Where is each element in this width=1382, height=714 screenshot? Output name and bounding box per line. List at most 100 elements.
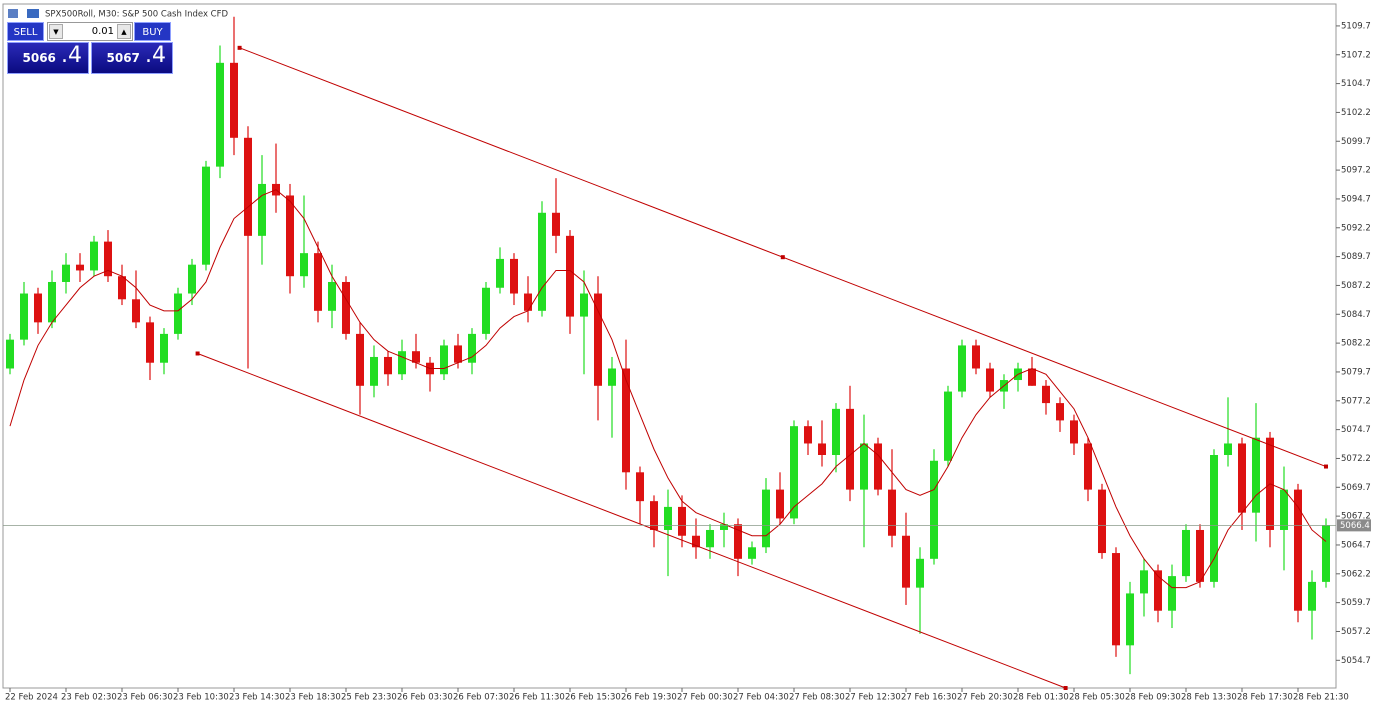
y-tick-label: 5099.7 <box>1341 137 1371 147</box>
candle-body <box>328 281 336 311</box>
candle-body <box>454 345 462 363</box>
y-tick-label: 5087.2 <box>1341 281 1371 291</box>
decrease[interactable]: ▼ <box>49 24 63 39</box>
channel-handle <box>237 45 242 50</box>
candle-body <box>1238 443 1246 513</box>
y-tick-label: 5089.7 <box>1341 252 1371 262</box>
candle-body <box>300 253 308 277</box>
y-tick-label: 5097.2 <box>1341 166 1371 176</box>
increase[interactable]: ▲ <box>117 24 131 39</box>
ask-big: 5067 <box>106 51 140 65</box>
ask-small: .4 <box>145 43 166 68</box>
x-tick-label: 27 Feb 08:30 <box>789 693 845 703</box>
x-tick-label: 28 Feb 01:30 <box>1013 693 1069 703</box>
channel-handle <box>1063 686 1068 690</box>
candle-body <box>552 212 560 236</box>
candle-body <box>888 489 896 536</box>
x-tick-label: 26 Feb 11:30 <box>509 693 565 703</box>
candle-body <box>1042 385 1050 404</box>
x-tick-label: 27 Feb 16:30 <box>901 693 957 703</box>
volume-input[interactable]: ▼ 0.01 ▲ <box>47 22 133 41</box>
candle-body <box>748 547 756 559</box>
candle-body <box>860 443 868 490</box>
candle-body <box>286 195 294 277</box>
candle-body <box>636 472 644 502</box>
y-tick-label: 5054.7 <box>1341 656 1371 666</box>
candle-body <box>818 443 826 456</box>
candle-body <box>580 293 588 317</box>
candle-body <box>510 258 518 294</box>
candle-body <box>1196 529 1204 582</box>
candle-body <box>650 501 658 530</box>
x-tick-label: 28 Feb 17:30 <box>1237 693 1293 703</box>
moving-average <box>9 189 1327 589</box>
candle-body <box>692 535 700 548</box>
candle-body <box>566 235 574 317</box>
candle-body <box>1182 529 1190 577</box>
candle-body <box>762 489 770 548</box>
x-tick-label: 28 Feb 05:30 <box>1069 693 1125 703</box>
trade-panel: SELL ▼ 0.01 ▲ BUY 5066 .4 5067 .4 <box>7 22 173 74</box>
candle-body <box>118 276 126 300</box>
candle-body <box>20 293 28 340</box>
candle-body <box>1168 576 1176 611</box>
candle-body <box>6 339 14 369</box>
y-tick-label: 5064.7 <box>1341 540 1371 550</box>
x-tick-label: 28 Feb 21:30 <box>1293 693 1349 703</box>
candle-body <box>412 351 420 363</box>
ask-price[interactable]: 5067 .4 <box>91 42 173 74</box>
candle-body <box>146 322 154 363</box>
x-tick-label: 25 Feb 23:30 <box>341 693 397 703</box>
candle-body <box>1126 593 1134 646</box>
bid-small: .4 <box>61 43 82 68</box>
candle-body <box>104 241 112 277</box>
y-tick-label: 5074.7 <box>1341 425 1371 435</box>
candle-body <box>720 524 728 530</box>
candle-body <box>846 408 854 490</box>
y-tick-label: 5067.2 <box>1341 512 1371 522</box>
y-tick-label: 5104.7 <box>1341 79 1371 89</box>
candle-body <box>986 368 994 392</box>
y-tick-label: 5072.2 <box>1341 454 1371 464</box>
candle-body <box>440 345 448 375</box>
candle-body <box>174 293 182 334</box>
x-tick-label: 23 Feb 10:30 <box>173 693 229 703</box>
candle-body <box>1112 553 1120 646</box>
price-tag <box>1337 519 1371 532</box>
x-tick-label: 28 Feb 09:30 <box>1125 693 1181 703</box>
candle-body <box>230 62 238 138</box>
volume: 0.01 <box>91 26 114 37</box>
candle-body <box>468 333 476 363</box>
candle-body <box>216 62 224 167</box>
candle-body <box>916 558 924 588</box>
y-tick-label: 5082.2 <box>1341 339 1371 349</box>
candle-body <box>832 408 840 456</box>
candle-body <box>384 356 392 375</box>
x-tick-label: 27 Feb 00:30 <box>677 693 733 703</box>
x-tick-label: 23 Feb 14:30 <box>229 693 285 703</box>
candle-body <box>1224 443 1232 456</box>
candle-body <box>930 460 938 559</box>
y-tick-label: 5069.7 <box>1341 483 1371 493</box>
candle-body <box>790 426 798 519</box>
candle-body <box>678 506 686 536</box>
candle-body <box>1070 420 1078 444</box>
chart-title: SPX500Roll, M30: S&P 500 Cash Index CFD <box>45 10 228 20</box>
x-tick-label: 23 Feb 06:30 <box>117 693 173 703</box>
sell-button[interactable]: SELL <box>7 22 44 41</box>
candle-body <box>1140 570 1148 594</box>
buy-button[interactable]: BUY <box>134 22 171 41</box>
y-tick-label: 5062.2 <box>1341 569 1371 579</box>
y-tick-label: 5109.7 <box>1341 21 1371 31</box>
candle-body <box>608 368 616 386</box>
candle-body <box>1322 525 1330 582</box>
candle-body <box>202 166 210 265</box>
y-tick-label: 5077.2 <box>1341 396 1371 406</box>
bid-price[interactable]: 5066 .4 <box>7 42 89 74</box>
candle-body <box>972 345 980 369</box>
candle-body <box>1028 368 1036 386</box>
candle-body <box>1084 443 1092 490</box>
channel-handle <box>1324 464 1328 469</box>
candle-body <box>482 287 490 334</box>
